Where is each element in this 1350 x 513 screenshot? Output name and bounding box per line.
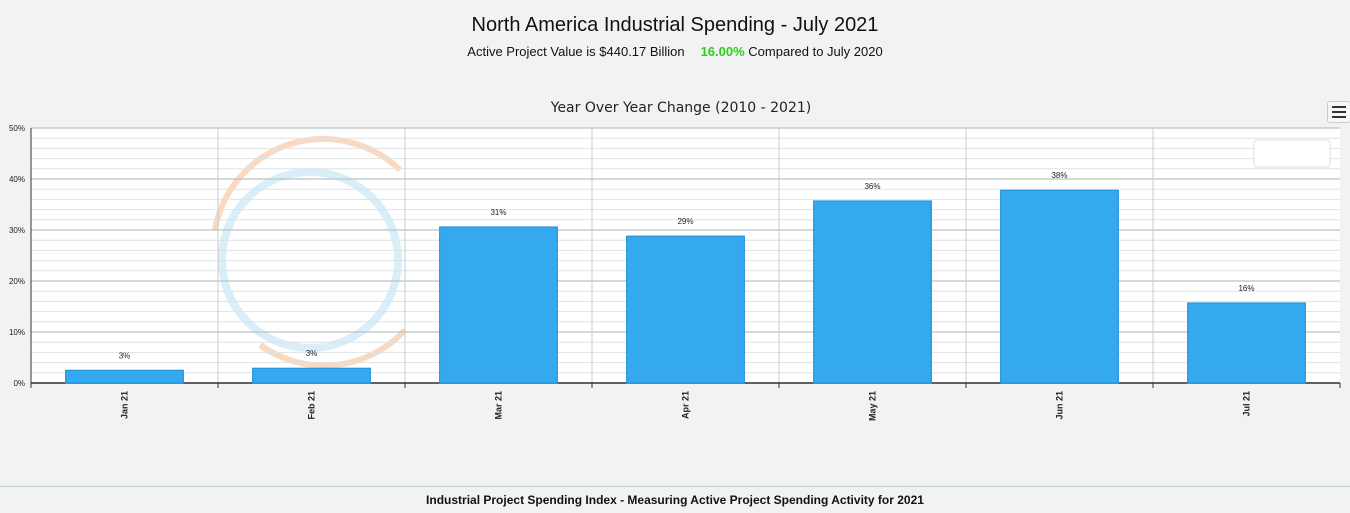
- chart-title: Year Over Year Change (2010 - 2021): [550, 100, 812, 116]
- bar: [1187, 302, 1306, 384]
- watermark-arc: [212, 135, 403, 231]
- y-tick-label: 0%: [13, 379, 25, 388]
- watermark-globe: [218, 168, 402, 352]
- y-tick-label: 10%: [9, 328, 25, 337]
- x-tick-label: Jan 21: [120, 391, 130, 419]
- bar: [252, 367, 371, 384]
- legend-box: [1253, 139, 1331, 168]
- bar: [626, 235, 745, 384]
- comparison-text: Compared to July 2020: [744, 44, 883, 59]
- data-label: 36%: [864, 182, 880, 191]
- data-label: 38%: [1051, 171, 1067, 180]
- data-label: 16%: [1238, 284, 1254, 293]
- data-label: 29%: [677, 217, 693, 226]
- hamburger-menu-icon[interactable]: [1327, 101, 1350, 123]
- y-tick-label: 40%: [9, 175, 25, 184]
- bar: [813, 200, 932, 384]
- x-tick-label: Jul 21: [1242, 391, 1252, 417]
- data-label: 3%: [306, 349, 318, 358]
- percent-change: 16.00%: [700, 44, 745, 59]
- bar: [65, 369, 184, 384]
- x-tick-label: May 21: [868, 391, 878, 421]
- x-tick-label: Apr 21: [681, 391, 691, 419]
- data-label: 3%: [119, 351, 131, 360]
- watermark-arc: [258, 327, 408, 369]
- footer-caption: Industrial Project Spending Index - Meas…: [0, 486, 1350, 507]
- bar: [439, 226, 558, 384]
- bar: [1000, 189, 1119, 384]
- bar-chart: 0% 10% 20% 30% 40% 50% 3% Jan 21 3% Feb 21 31% Mar …: [9, 124, 1341, 421]
- x-tick-label: Jun 21: [1055, 391, 1065, 420]
- data-label: 31%: [490, 208, 506, 217]
- page-title: North America Industrial Spending - July…: [471, 14, 879, 36]
- y-tick-label: 30%: [9, 226, 25, 235]
- subtitle: Active Project Value is $440.17 Billion 1…: [0, 44, 1350, 59]
- x-tick-label: Mar 21: [494, 391, 504, 420]
- y-tick-label: 50%: [9, 124, 25, 133]
- active-project-value: Active Project Value is $440.17 Billion: [467, 44, 685, 59]
- y-tick-label: 20%: [9, 277, 25, 286]
- x-tick-label: Feb 21: [307, 391, 317, 420]
